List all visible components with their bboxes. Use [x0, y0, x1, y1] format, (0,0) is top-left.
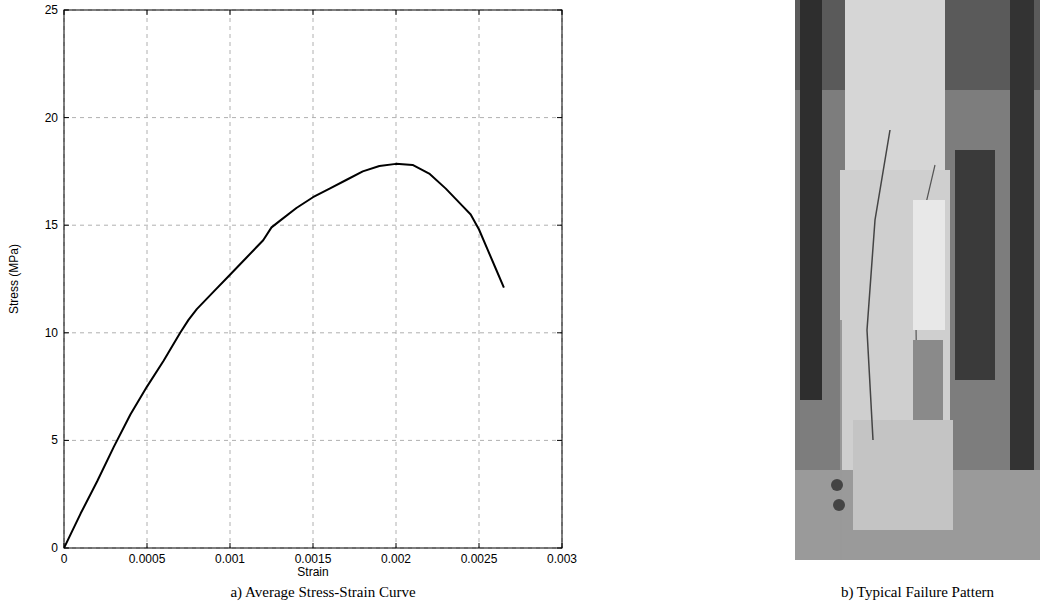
- grid-line: [479, 10, 480, 548]
- spalled-face: [913, 340, 943, 420]
- tick-mark: [64, 117, 69, 118]
- tick-label: 0.002: [381, 552, 411, 566]
- tick-mark: [479, 10, 480, 15]
- photo-background: [795, 0, 1040, 560]
- tick-label: 0: [51, 541, 58, 555]
- crack: [867, 130, 890, 440]
- threaded-rod: [1010, 0, 1034, 470]
- grid-line: [64, 117, 562, 118]
- photo: [795, 0, 1040, 560]
- tick-label: 0.0005: [129, 552, 166, 566]
- tick-mark: [64, 225, 69, 226]
- tick-label: 0.0015: [295, 552, 332, 566]
- caption: b) Typical Failure Pattern: [841, 584, 995, 601]
- tick-mark: [230, 543, 231, 548]
- caption: a) Average Stress-Strain Curve: [230, 584, 415, 601]
- threaded-rod: [800, 0, 822, 400]
- tick-mark: [557, 225, 562, 226]
- data-group: [64, 164, 504, 548]
- x-axis-title: Strain: [297, 565, 328, 579]
- grid-line: [396, 10, 397, 548]
- tick-mark: [313, 543, 314, 548]
- tick-mark: [64, 440, 69, 441]
- tick-label: 10: [45, 326, 59, 340]
- tick-mark: [147, 10, 148, 15]
- tick-mark: [479, 543, 480, 548]
- tick-mark: [557, 440, 562, 441]
- gauge: [833, 499, 845, 511]
- stand: [840, 320, 842, 560]
- gauge: [831, 479, 843, 491]
- grid: [64, 10, 562, 548]
- column-base: [853, 420, 953, 530]
- grid-line: [230, 10, 231, 548]
- grid-line: [313, 10, 314, 548]
- tick-mark: [557, 332, 562, 333]
- tick-label: 15: [45, 218, 59, 232]
- tick-label: 0.001: [215, 552, 245, 566]
- y-axis-title: Stress (MPa): [7, 244, 21, 314]
- tick-label: 0.003: [547, 552, 577, 566]
- plot-area: [64, 10, 562, 548]
- tick-mark: [64, 332, 69, 333]
- equipment: [955, 150, 995, 380]
- tick-label: 20: [45, 111, 59, 125]
- grid-line: [64, 332, 562, 333]
- plot-frame: [64, 10, 562, 548]
- tick-mark: [147, 543, 148, 548]
- column-top: [845, 0, 945, 170]
- tick-mark: [396, 10, 397, 15]
- tick-mark: [313, 10, 314, 15]
- tick-label: 0: [61, 552, 68, 566]
- tick-mark: [396, 543, 397, 548]
- stress-strain-curve: [64, 164, 504, 548]
- tick-mark: [230, 10, 231, 15]
- grid-line: [147, 10, 148, 548]
- grid-line: [64, 225, 562, 226]
- tick-label: 5: [51, 433, 58, 447]
- tick-label: 0.0025: [461, 552, 498, 566]
- ticks: [64, 10, 562, 548]
- spalled-face: [913, 200, 945, 330]
- tick-label: 25: [45, 3, 59, 17]
- tick-mark: [557, 117, 562, 118]
- figure: 0 0.0005 0.001 0.0015 0.002 0.0025 0.003 0 5 10 15…: [0, 0, 1045, 605]
- grid-line: [64, 440, 562, 441]
